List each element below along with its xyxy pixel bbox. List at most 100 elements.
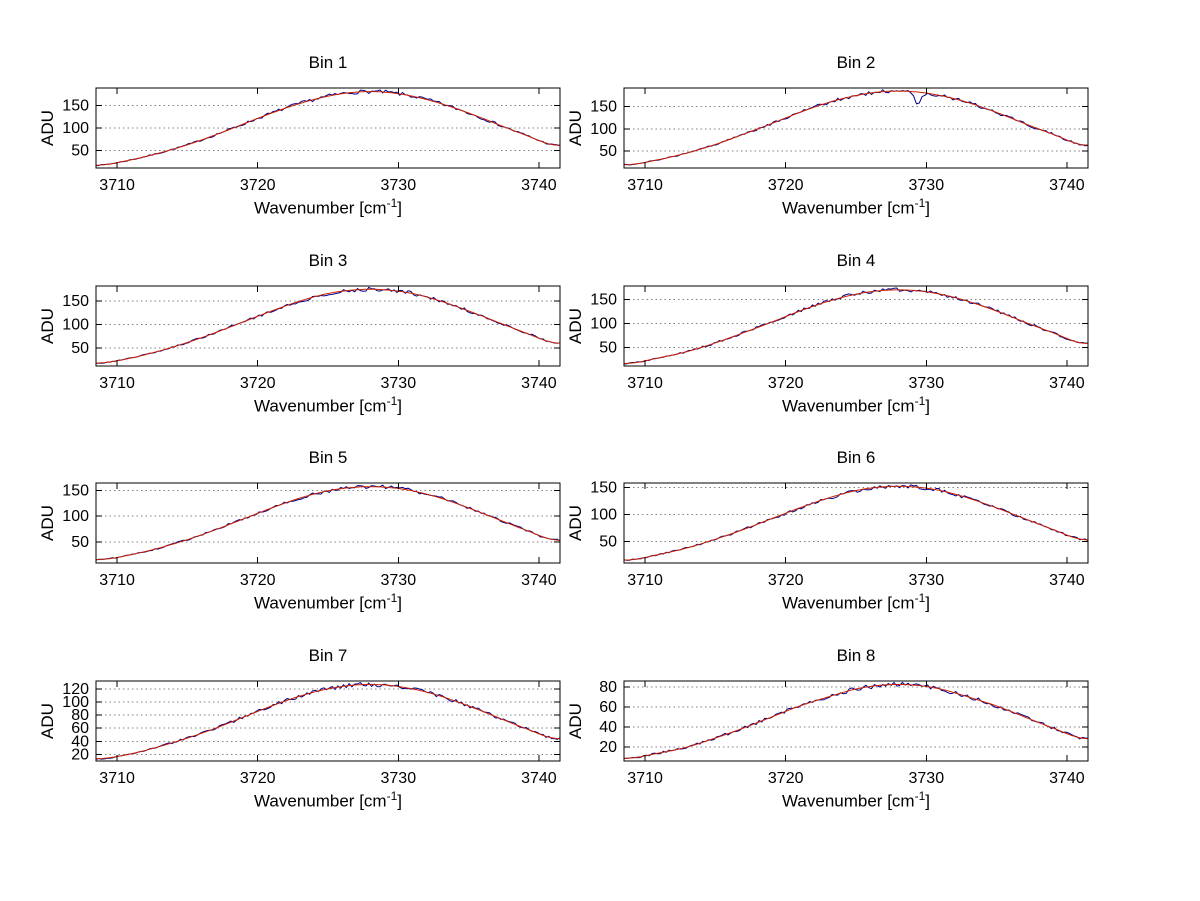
axis-box [95, 87, 561, 169]
subplot: Bin 7 ADU 3710 3720 3730 3740 20 40 60 80 100 120… [0, 635, 564, 831]
data-series [96, 286, 561, 364]
x-tick-label: 3740 [521, 572, 557, 589]
x-tick-label: 3730 [909, 375, 945, 392]
y-tick-label: 150 [590, 479, 617, 496]
x-tick-labels: 3710 3720 3730 3740 [627, 177, 1084, 194]
fit-series [623, 485, 1089, 561]
plot-axes: 3710 3720 3730 3740 20 40 60 80 [599, 679, 1089, 787]
axis-box [95, 680, 561, 762]
y-tick-label: 40 [71, 733, 89, 750]
x-tick-label: 3740 [521, 770, 557, 787]
fit-series [624, 289, 1088, 364]
axis-box [95, 285, 561, 367]
plot-title: Bin 6 [836, 448, 876, 467]
x-tick-label: 3730 [381, 375, 417, 392]
tick-marks [96, 483, 560, 563]
y-tick-label: 100 [590, 316, 617, 333]
x-tick-label: 3740 [521, 375, 557, 392]
y-tick-label: 50 [599, 533, 617, 550]
plot-axes: 3710 3720 3730 3740 50 100 150 [62, 285, 561, 392]
y-tick-label: 120 [62, 681, 89, 698]
data-series [624, 89, 1089, 166]
x-tick-label: 3720 [768, 375, 804, 392]
x-tick-labels: 3710 3720 3730 3740 [627, 770, 1084, 787]
plot-title: Bin 3 [308, 251, 348, 270]
y-tick-labels: 50 100 150 [590, 99, 617, 160]
x-tick-label: 3720 [240, 375, 276, 392]
tick-marks [624, 88, 1088, 168]
x-axis-label-text: Wavenumber [cm [254, 791, 387, 811]
x-axis-label-text: Wavenumber [cm [254, 396, 387, 416]
x-tick-label: 3740 [1049, 770, 1085, 787]
gridlines [624, 686, 1088, 748]
x-axis-label: Wavenumber [cm-1] [624, 591, 1088, 614]
y-tick-label: 80 [599, 679, 617, 696]
gridlines [96, 489, 560, 543]
axis-box [95, 482, 561, 564]
x-axis-label-superscript: -1 [386, 789, 398, 803]
x-axis-label-bracket: ] [925, 396, 930, 416]
x-axis-label-superscript: -1 [914, 789, 926, 803]
subplot: Bin 8 ADU 3710 3720 3730 3740 20 40 60 80 Waven… [528, 635, 1092, 831]
x-tick-label: 3740 [521, 177, 557, 194]
x-tick-label: 3730 [909, 177, 945, 194]
x-tick-label: 3710 [627, 572, 663, 589]
x-tick-labels: 3710 3720 3730 3740 [627, 375, 1084, 392]
x-tick-labels: 3710 3720 3730 3740 [99, 375, 556, 392]
gridlines [624, 299, 1088, 349]
x-tick-label: 3720 [240, 177, 276, 194]
x-axis-label-text: Wavenumber [cm [254, 593, 387, 613]
gridlines [96, 688, 560, 755]
x-tick-label: 3720 [240, 770, 276, 787]
x-tick-label: 3730 [381, 770, 417, 787]
y-tick-labels: 50 100 150 [62, 97, 89, 159]
x-tick-label: 3710 [627, 770, 663, 787]
subplot: Bin 2 ADU 3710 3720 3730 3740 50 100 150 Waven… [528, 42, 1092, 238]
y-tick-label: 100 [590, 506, 617, 523]
tick-marks [624, 681, 1088, 761]
data-series [623, 484, 1089, 561]
x-axis-label-text: Wavenumber [cm [782, 791, 915, 811]
x-axis-label: Wavenumber [cm-1] [96, 789, 560, 812]
x-tick-label: 3730 [909, 770, 945, 787]
y-tick-label: 60 [599, 699, 617, 716]
fit-series [95, 91, 561, 166]
plot-title: Bin 7 [308, 646, 348, 665]
x-axis-label-superscript: -1 [386, 196, 398, 210]
x-tick-label: 3710 [627, 375, 663, 392]
y-tick-label: 150 [590, 292, 617, 309]
y-tick-label: 100 [62, 120, 89, 137]
x-tick-label: 3720 [768, 177, 804, 194]
plot-title: Bin 2 [836, 53, 876, 72]
x-tick-label: 3710 [99, 177, 135, 194]
y-tick-label: 100 [62, 508, 89, 525]
y-tick-labels: 50 100 150 [62, 293, 89, 357]
gridlines [96, 104, 560, 152]
plot-axes: 3710 3720 3730 3740 50 100 150 [590, 479, 1089, 589]
gridlines [624, 486, 1088, 542]
plot-title: Bin 5 [308, 448, 348, 467]
x-axis-label: Wavenumber [cm-1] [96, 591, 560, 614]
plot-axes: 3710 3720 3730 3740 50 100 150 [62, 482, 561, 589]
x-tick-label: 3730 [909, 572, 945, 589]
y-tick-label: 20 [71, 746, 89, 763]
plot-title: Bin 1 [308, 53, 348, 72]
x-tick-labels: 3710 3720 3730 3740 [99, 177, 556, 194]
x-axis-label-bracket: ] [925, 593, 930, 613]
subplot: Bin 3 ADU 3710 3720 3730 3740 50 100 150 Waven… [0, 240, 564, 436]
y-tick-labels: 50 100 150 [590, 479, 617, 550]
x-tick-label: 3710 [99, 375, 135, 392]
data-series [623, 681, 1089, 760]
x-tick-label: 3710 [99, 770, 135, 787]
x-axis-label-text: Wavenumber [cm [782, 593, 915, 613]
y-tick-label: 150 [62, 482, 89, 499]
fit-series [95, 288, 560, 364]
x-axis-label-text: Wavenumber [cm [782, 198, 915, 218]
x-tick-label: 3720 [240, 572, 276, 589]
tick-marks [624, 286, 1088, 366]
x-tick-labels: 3710 3720 3730 3740 [627, 572, 1084, 589]
y-tick-label: 20 [599, 739, 617, 756]
